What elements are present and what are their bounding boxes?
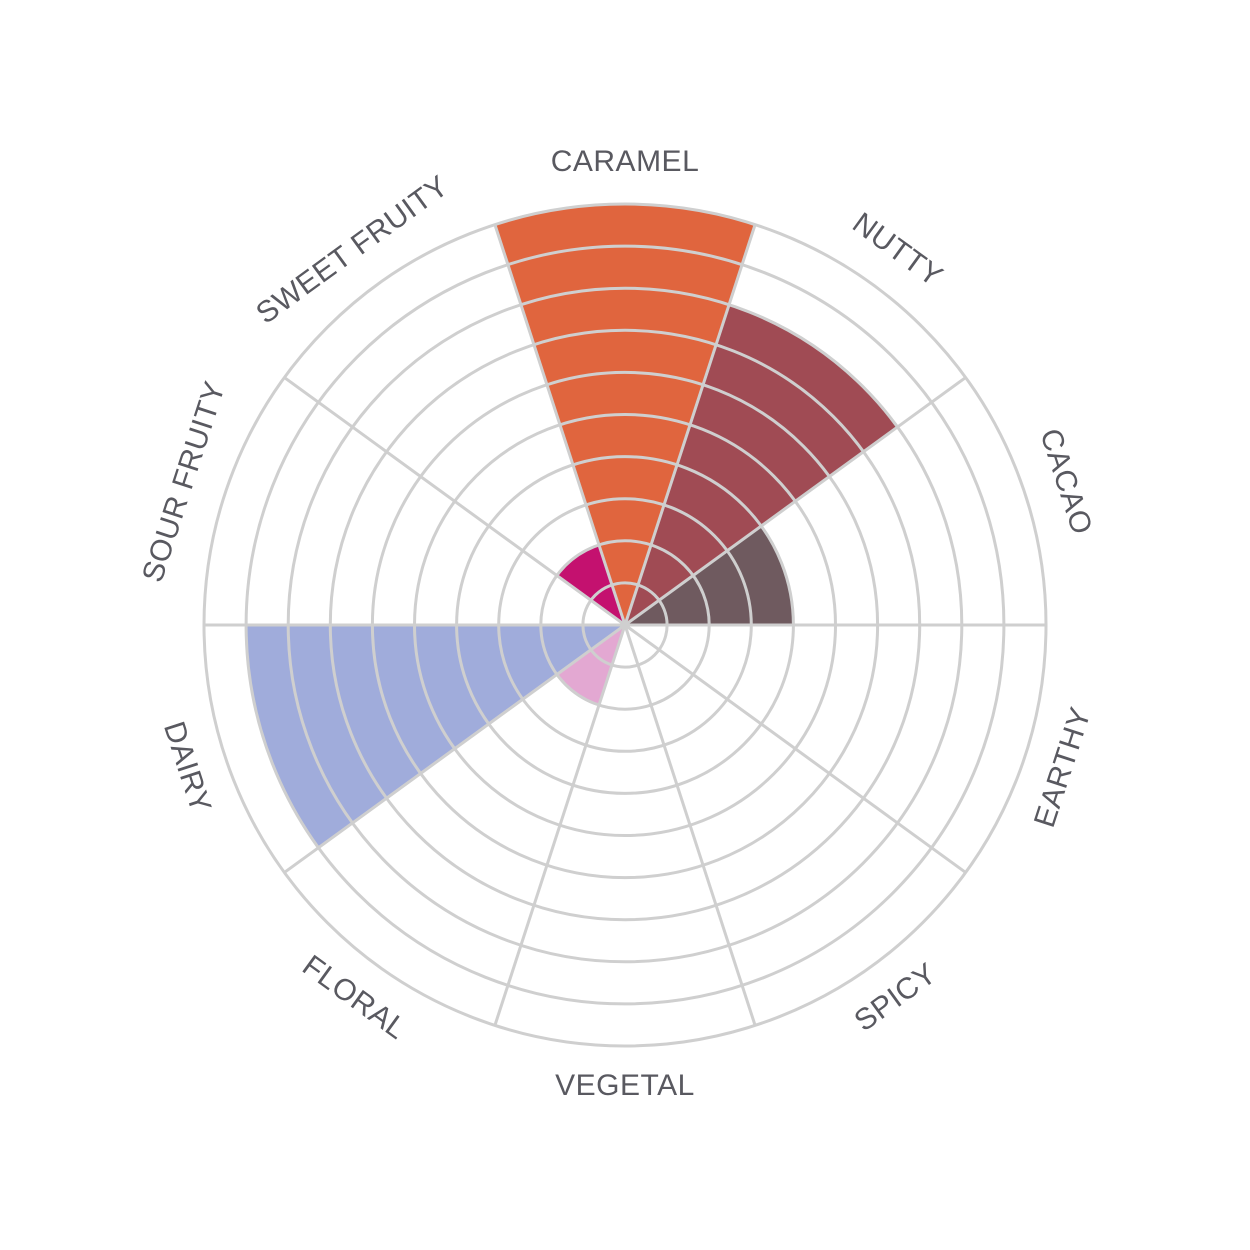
grid-spoke: [283, 376, 626, 627]
grid-spoke: [623, 224, 757, 626]
grid-spoke: [624, 623, 967, 874]
category-label-earthy: EARTHY: [1028, 703, 1098, 831]
category-label-sour-fruity: SOUR FRUITY: [136, 377, 232, 586]
category-label-floral: FLORAL: [296, 949, 412, 1046]
category-label-sweet-fruity: SWEET FRUITY: [250, 169, 454, 330]
category-label-dairy: DAIRY: [157, 718, 217, 817]
sector-dairy: [246, 625, 625, 848]
grid-spoke: [493, 224, 627, 626]
sector-cacao: [625, 526, 794, 625]
grid-spoke: [624, 376, 967, 627]
sector-sweet-fruity: [556, 544, 625, 625]
grid-spoke: [283, 623, 626, 874]
category-label-vegetal: VEGETAL: [555, 1069, 695, 1102]
category-label-nutty: NUTTY: [846, 206, 948, 293]
grid-spoke: [493, 624, 627, 1026]
grid-spoke: [623, 624, 757, 1026]
category-label-cacao: CACAO: [1033, 425, 1098, 539]
sector-floral: [556, 625, 625, 706]
category-label-caramel: CARAMEL: [551, 145, 700, 178]
category-label-spicy: SPICY: [849, 957, 943, 1038]
